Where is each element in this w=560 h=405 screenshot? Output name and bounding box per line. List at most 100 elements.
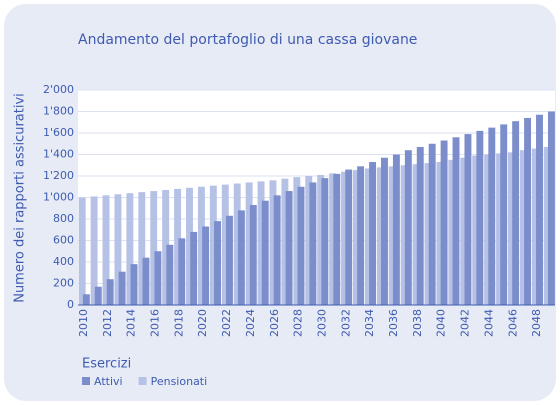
legend-swatch — [82, 377, 90, 385]
y-axis-label: Numero dei rapporti assicurativi — [13, 93, 28, 303]
bar — [357, 166, 365, 305]
bar — [392, 154, 400, 305]
bar — [114, 194, 122, 305]
bar — [309, 182, 317, 305]
bar — [376, 167, 384, 305]
x-tick-label: 2014 — [125, 309, 138, 337]
bar — [78, 197, 86, 305]
bar — [508, 152, 515, 305]
x-tick-label: 2046 — [506, 309, 519, 337]
bar — [428, 143, 436, 305]
bar — [440, 140, 448, 305]
bar — [197, 186, 205, 305]
bar — [484, 154, 492, 305]
bar — [166, 244, 174, 305]
bar — [178, 238, 186, 305]
x-tick-label: 2044 — [482, 309, 495, 337]
x-axis-label: Esercizi — [82, 357, 131, 372]
y-tick-label: 400 — [53, 255, 74, 268]
bar — [209, 185, 217, 305]
bar — [130, 264, 138, 305]
bar — [536, 114, 543, 305]
bar — [364, 168, 372, 305]
x-tick-label: 2036 — [387, 309, 400, 337]
bar — [162, 189, 170, 305]
bar — [273, 195, 281, 305]
legend-label: Pensionati — [151, 375, 208, 388]
x-tick-label: 2032 — [339, 309, 352, 337]
y-tick-label: 1'800 — [43, 105, 74, 118]
bar — [293, 177, 301, 305]
bar — [102, 195, 110, 305]
bar — [416, 146, 424, 305]
bar — [329, 173, 337, 305]
x-tick-label: 2042 — [459, 309, 472, 337]
bar — [90, 196, 98, 305]
x-tick-label: 2020 — [196, 309, 209, 337]
bar — [233, 183, 241, 305]
bar — [476, 130, 484, 305]
x-tick-label: 2016 — [149, 309, 162, 337]
bar — [237, 210, 245, 305]
bar — [225, 215, 233, 305]
bar — [500, 124, 508, 306]
bar — [174, 188, 182, 305]
x-tick-label: 2040 — [435, 309, 448, 337]
bar — [404, 150, 412, 305]
bar — [381, 157, 388, 305]
bar — [388, 166, 396, 305]
bar — [118, 271, 126, 305]
bar — [519, 150, 527, 305]
x-tick-label: 2038 — [411, 309, 424, 337]
bar — [261, 200, 269, 305]
bar — [472, 155, 480, 305]
bar — [352, 170, 360, 305]
bar — [496, 153, 504, 305]
bar — [531, 148, 539, 305]
x-tick-label: 2048 — [530, 309, 543, 337]
x-tick-label: 2022 — [220, 309, 233, 337]
x-tick-label: 2028 — [292, 309, 305, 337]
bar — [138, 192, 146, 305]
bar — [202, 226, 210, 305]
bar — [512, 121, 520, 305]
legend-label: Attivi — [94, 375, 123, 388]
y-tick-label: 1'600 — [43, 126, 74, 139]
bar — [221, 184, 229, 305]
bar — [281, 178, 289, 305]
y-tick-label: 1'000 — [43, 191, 74, 204]
legend-swatch — [138, 377, 147, 385]
bar — [448, 159, 456, 305]
x-tick-label: 2030 — [315, 309, 328, 337]
bar — [214, 221, 221, 305]
x-tick-label: 2018 — [172, 309, 185, 337]
bar — [460, 157, 468, 305]
bar — [333, 173, 341, 305]
bar — [150, 191, 158, 305]
x-tick-label: 2010 — [77, 309, 90, 337]
x-tick-label: 2026 — [268, 309, 281, 337]
bar — [543, 146, 551, 305]
bar — [452, 137, 460, 305]
bar — [412, 164, 420, 305]
bar — [464, 134, 472, 305]
bar — [186, 187, 193, 305]
bar — [547, 111, 555, 305]
bar — [321, 178, 329, 305]
bar — [424, 163, 432, 305]
bar — [190, 231, 198, 305]
bar — [257, 181, 265, 305]
bar — [269, 180, 277, 305]
y-tick-label: 2'000 — [43, 83, 74, 96]
bar — [524, 117, 532, 305]
bar — [82, 294, 90, 305]
bar — [106, 279, 114, 305]
y-tick-label: 1'200 — [43, 169, 74, 182]
bar — [285, 191, 293, 305]
bar — [142, 257, 150, 305]
bar — [400, 165, 408, 305]
bar — [345, 169, 353, 305]
x-tick-label: 2024 — [244, 309, 257, 337]
x-tick-label: 2012 — [101, 309, 114, 337]
